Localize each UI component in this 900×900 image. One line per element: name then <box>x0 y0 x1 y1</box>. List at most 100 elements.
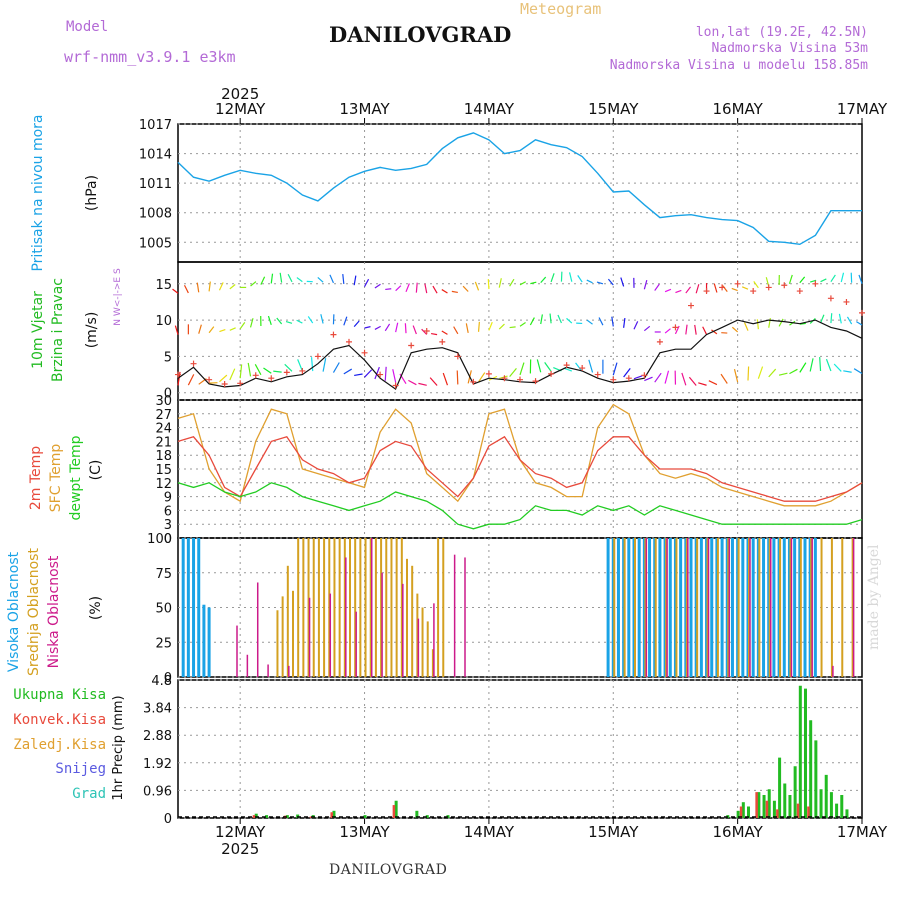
day-label-top: 14MAY <box>464 100 515 118</box>
cloud-mid-bar <box>338 538 341 677</box>
wind-arrow <box>843 370 852 373</box>
precip-tick-label: 0.96 <box>143 784 172 799</box>
wind-arrow <box>354 373 363 377</box>
wind-gust-marker <box>781 282 788 289</box>
wind-gust-marker <box>548 370 555 377</box>
day-label-top: 12MAY <box>215 100 266 118</box>
wind-direction-legend: N W<-|->E S <box>113 268 123 326</box>
precip-total-bar <box>363 815 367 818</box>
wind-arrow <box>451 290 458 294</box>
precip-legend-item: Konvek.Kisa <box>13 712 106 728</box>
precip-ylabel: 1hr Precip (mm) <box>111 695 126 800</box>
wind-arrow <box>219 328 226 333</box>
precip-total-bar <box>285 815 289 818</box>
cloud-high-bar <box>689 538 693 677</box>
cloud-high-bar <box>803 538 807 677</box>
temperature-tick-label: 18 <box>155 449 172 464</box>
wind-gust-marker <box>610 376 617 383</box>
temp-ylabel-2: SFC Temp <box>48 444 64 513</box>
wind-gust-marker <box>237 380 244 387</box>
cloud-low-bar <box>728 538 731 677</box>
cloud-mid-bar <box>779 538 782 677</box>
precip-total-bar <box>829 792 833 818</box>
cloud-high-bar <box>668 538 672 677</box>
day-label-bottom: 15MAY <box>588 823 639 841</box>
wind-arrow <box>708 380 718 386</box>
precip-total-bar <box>772 800 776 818</box>
wind-gust-marker <box>377 371 384 378</box>
wind-arrow <box>633 321 639 330</box>
wind-arrow <box>568 272 573 282</box>
precip-total-bar <box>332 810 336 818</box>
wind-arrow <box>643 325 651 332</box>
cloud-low-bar <box>355 611 357 677</box>
wind-gust-marker <box>656 338 663 345</box>
precip-total-bar <box>814 740 818 818</box>
cloud-low-bar <box>852 538 855 677</box>
wind-arrow <box>598 317 604 326</box>
wind-arrow <box>644 376 653 382</box>
wind-gust-marker <box>532 378 539 385</box>
wind-arrow <box>196 282 200 293</box>
temperature-tick-label: 27 <box>155 408 172 423</box>
cloud-high-bar <box>616 538 620 677</box>
wind-arrow <box>395 322 399 333</box>
wind-gust-marker <box>423 328 430 334</box>
wind-arrow <box>557 314 563 324</box>
wind-arrow <box>664 328 671 334</box>
wind-arrow <box>499 375 508 380</box>
wind-gust-marker <box>843 298 850 305</box>
temperature-tick-label: 9 <box>164 491 172 506</box>
precip-legend-item: Zaledj.Kisa <box>13 737 106 753</box>
wind-arrow <box>819 314 825 324</box>
wind-gust-marker <box>299 367 306 374</box>
wind-gust-marker <box>641 372 648 379</box>
wind-arrow <box>588 359 594 373</box>
wind-gust-marker <box>190 360 197 367</box>
wind-arrow <box>825 358 832 372</box>
wind-gust-marker <box>470 378 477 385</box>
cloud-mid-bar <box>768 538 771 677</box>
wind-arrow <box>465 323 469 334</box>
day-label-top: 16MAY <box>712 100 763 118</box>
wind-gust-marker <box>206 376 213 383</box>
cloud-high-bar <box>186 538 190 677</box>
cloud-mid-bar <box>354 538 357 677</box>
wind-arrow <box>462 285 469 292</box>
wind-arrow <box>208 281 211 292</box>
clouds-tick-label: 0 <box>164 671 172 686</box>
precip-legend-item: Ukupna Kisa <box>13 687 106 703</box>
cloud-high-bar <box>782 538 786 677</box>
cloud-high-bar <box>627 538 631 677</box>
clouds-tick-label: 100 <box>147 532 172 547</box>
wind-arrow <box>296 277 303 283</box>
cloud-mid-bar <box>312 538 315 677</box>
temperature-tick-label: 24 <box>155 422 172 437</box>
precip-total-bar <box>824 774 828 818</box>
wind-arrow <box>254 364 262 376</box>
wind-gust-marker <box>346 338 352 345</box>
temperature-tick-label: 0 <box>164 532 172 547</box>
cloud-mid-bar <box>385 538 388 677</box>
temp-unit: (C) <box>88 460 104 481</box>
wind-arrow <box>353 275 357 286</box>
cloud-low-bar <box>749 538 751 677</box>
wind-arrow <box>741 286 749 290</box>
cloud-mid-bar <box>737 538 740 677</box>
cloud-mid-bar <box>644 538 647 677</box>
wind-arrow <box>566 317 573 324</box>
wind-arrow <box>498 323 505 330</box>
cloud-mid-bar <box>706 538 709 677</box>
wind-arrow <box>838 313 842 324</box>
wind-arrow <box>219 374 228 383</box>
cloud-mid-bar <box>789 538 792 677</box>
cloud-low-bar <box>832 665 834 677</box>
cloud-mid-bar <box>406 558 408 677</box>
cloud-high-bar <box>710 538 714 677</box>
wind-arrow <box>509 278 515 287</box>
wind-gust-marker <box>827 295 834 302</box>
precip-conv-bar <box>755 792 758 818</box>
cloud-mid-bar <box>297 538 300 677</box>
wind-arrow <box>664 370 670 384</box>
cloud-mid-bar <box>851 538 854 677</box>
